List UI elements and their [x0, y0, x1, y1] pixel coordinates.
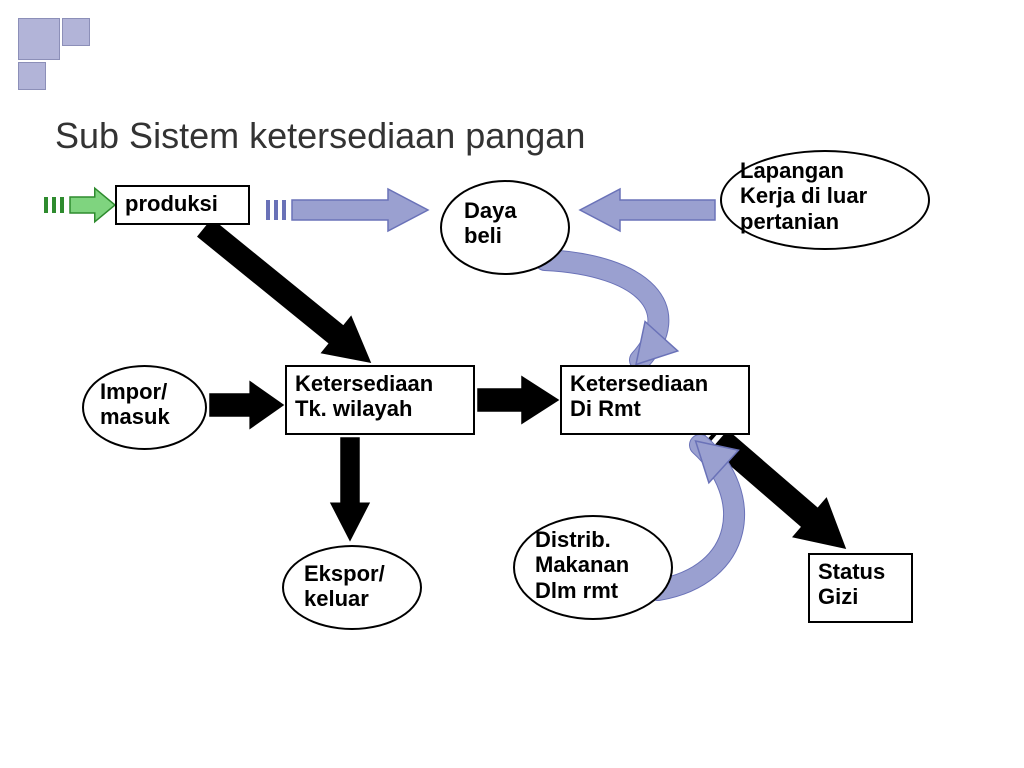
node-ekspor: Ekspor/keluar	[282, 545, 422, 630]
corner-square-2	[62, 18, 90, 46]
node-distrib: Distrib.MakananDlm rmt	[513, 515, 673, 620]
node-produksi: produksi	[115, 185, 250, 225]
blue-lapangan-to-daya	[580, 189, 715, 231]
node-daya-beli: Dayabeli	[440, 180, 570, 275]
black-wilayah-to-ekspor	[331, 438, 369, 540]
node-impor: Impor/masuk	[82, 365, 207, 450]
node-k-wilayah: KetersediaanTk. wilayah	[285, 365, 475, 435]
node-lapangan: LapanganKerja di luarpertanian	[720, 150, 930, 250]
blue-prod-to-daya	[292, 189, 428, 231]
black-impor-to-wilayah	[210, 382, 283, 428]
node-status: StatusGizi	[808, 553, 913, 623]
slide: Sub Sistem ketersediaan pangan produksi …	[0, 0, 1024, 768]
corner-square-3	[18, 62, 46, 90]
black-prod-to-wilayah	[198, 219, 370, 362]
corner-square-1	[18, 18, 60, 60]
node-k-rmt: KetersediaanDi Rmt	[560, 365, 750, 435]
black-wilayah-to-rmt	[478, 377, 558, 423]
slide-title: Sub Sistem ketersediaan pangan	[55, 115, 585, 157]
green-into-produksi	[70, 188, 115, 222]
black-rmt-to-status	[712, 431, 845, 548]
